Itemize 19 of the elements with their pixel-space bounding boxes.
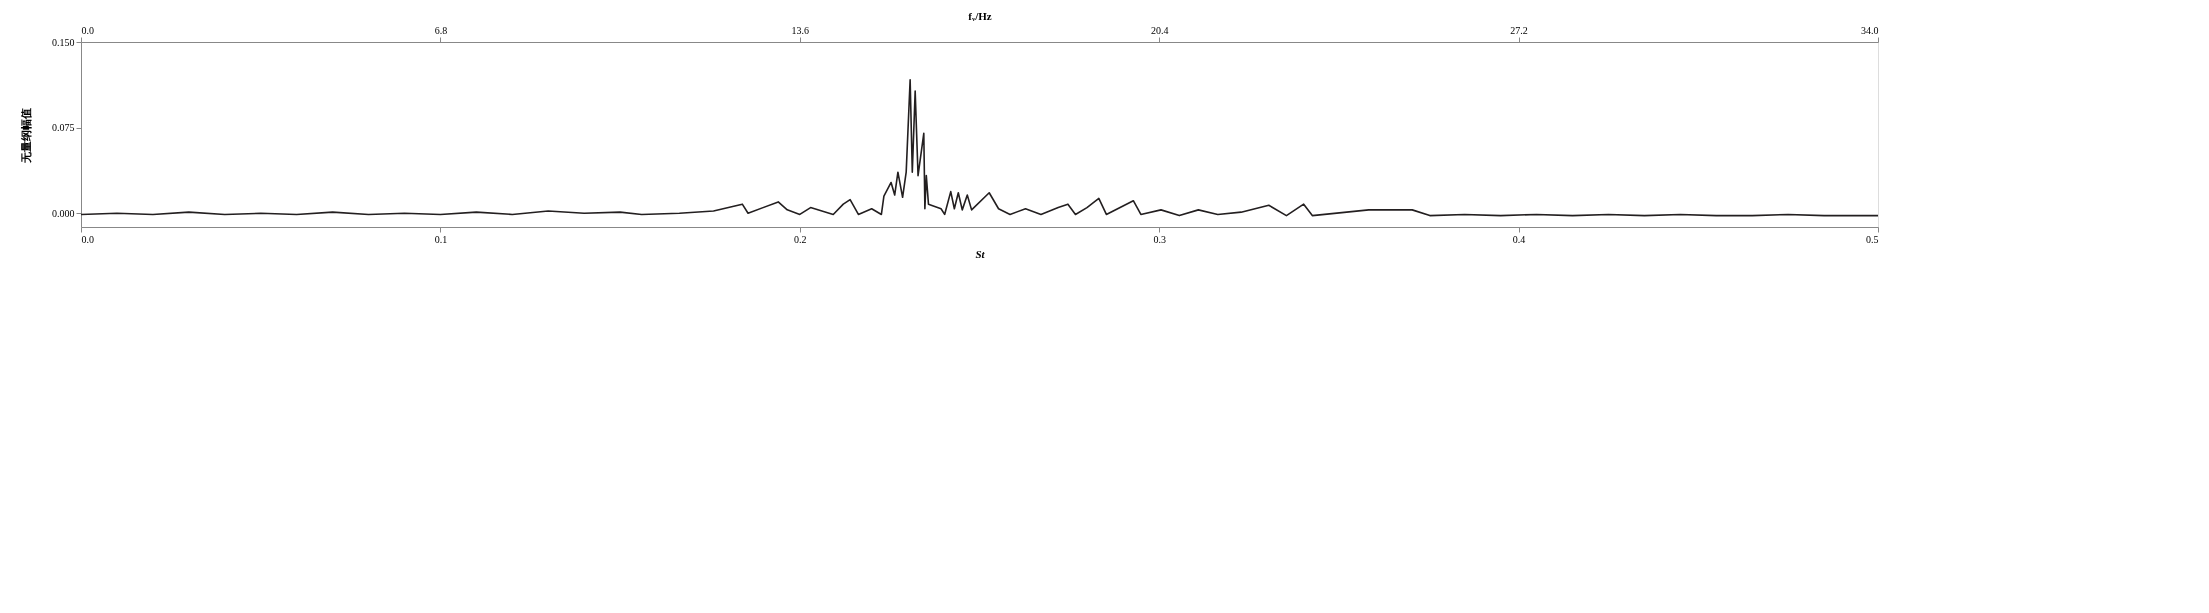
x2-tick-label: 6.8 — [434, 24, 448, 36]
x2-tick-label: 0.0 — [81, 24, 94, 36]
x2-tick-label: 20.4 — [1150, 24, 1169, 36]
x-tick-label: 0.4 — [1512, 233, 1526, 245]
x-tick-label: 0.3 — [1153, 233, 1166, 245]
x-tick-label: 0.2 — [794, 233, 807, 245]
x2-tick-label: 34.0 — [1861, 24, 1879, 36]
x2-tick-label: 13.6 — [791, 24, 810, 36]
line-series — [80, 78, 1879, 217]
x-tick-label: 0.0 — [81, 233, 94, 245]
y-tick-label: 0.000 — [52, 207, 75, 219]
x-tick-label: 0.1 — [434, 233, 448, 245]
x2-axis-title: fᵥ/Hz — [968, 9, 992, 22]
y-tick-label: 0.075 — [52, 122, 75, 134]
y-axis-title: 无量纲幅值 — [20, 107, 32, 164]
x-tick-label: 0.5 — [1866, 233, 1879, 245]
y-tick-label: 0.150 — [52, 36, 75, 48]
x-axis-title: St — [975, 247, 986, 260]
x2-tick-label: 27.2 — [1510, 24, 1528, 36]
